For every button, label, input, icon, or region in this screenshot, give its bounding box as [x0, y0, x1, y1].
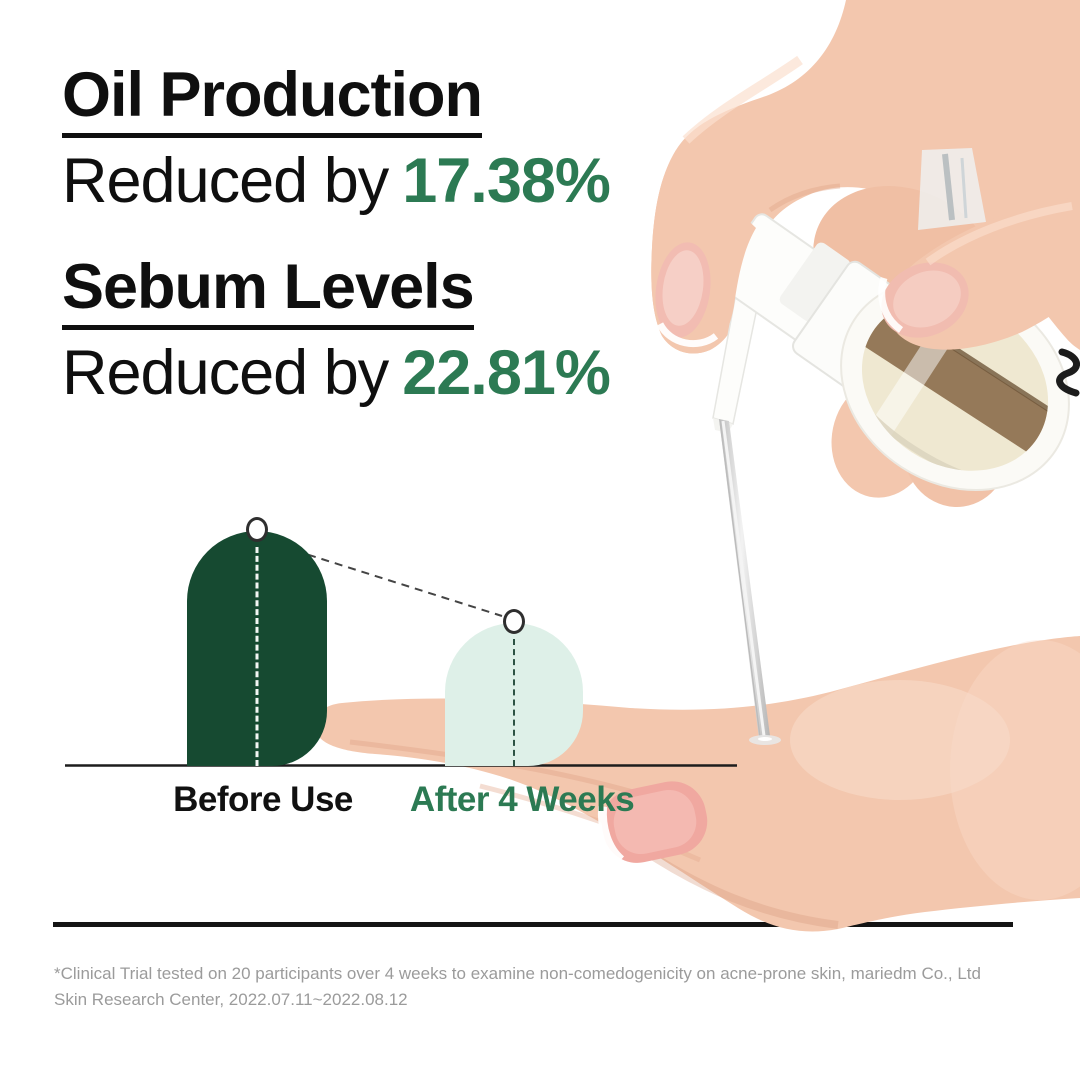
bar-before-use [187, 517, 327, 766]
footer-divider-line [53, 922, 1013, 927]
bottle-logo-glyph [1056, 348, 1080, 397]
stat-value-line: Reduced by 17.38% [62, 146, 611, 217]
footnote-line-1: *Clinical Trial tested on 20 participant… [54, 964, 981, 983]
pinky-nail [597, 781, 708, 864]
pump-bottle [712, 148, 1080, 492]
bottle-label-band [845, 295, 1072, 465]
footnote-line-2: Skin Research Center, 2022.07.11~2022.08… [54, 990, 408, 1009]
bar-after-4-weeks [445, 609, 583, 766]
stat-block-oil-production: Oil Production Reduced by 17.38% [62, 62, 611, 217]
bar-apex-marker [246, 517, 268, 542]
stat-prefix: Reduced by [62, 338, 389, 409]
stat-block-sebum-levels: Sebum Levels Reduced by 22.81% [62, 254, 611, 409]
clinical-trial-footnote: *Clinical Trial tested on 20 participant… [54, 961, 981, 1013]
thumb [878, 196, 1080, 350]
stat-percentage: 22.81% [402, 338, 611, 409]
index-fingertip [651, 150, 756, 354]
stat-title: Oil Production [62, 62, 483, 139]
stat-prefix: Reduced by [62, 146, 389, 217]
stat-percentage: 17.38% [402, 146, 611, 217]
liquid-stream [719, 419, 781, 745]
stat-value-line: Reduced by 22.81% [62, 338, 611, 409]
bar-center-dashed-line [255, 547, 259, 766]
bar-apex-marker [503, 609, 525, 634]
category-label-before-use: Before Use [173, 780, 353, 819]
stat-title: Sebum Levels [62, 254, 475, 331]
category-label-after-4-weeks: After 4 Weeks [409, 780, 635, 819]
bar-center-dashed-line [513, 639, 515, 766]
